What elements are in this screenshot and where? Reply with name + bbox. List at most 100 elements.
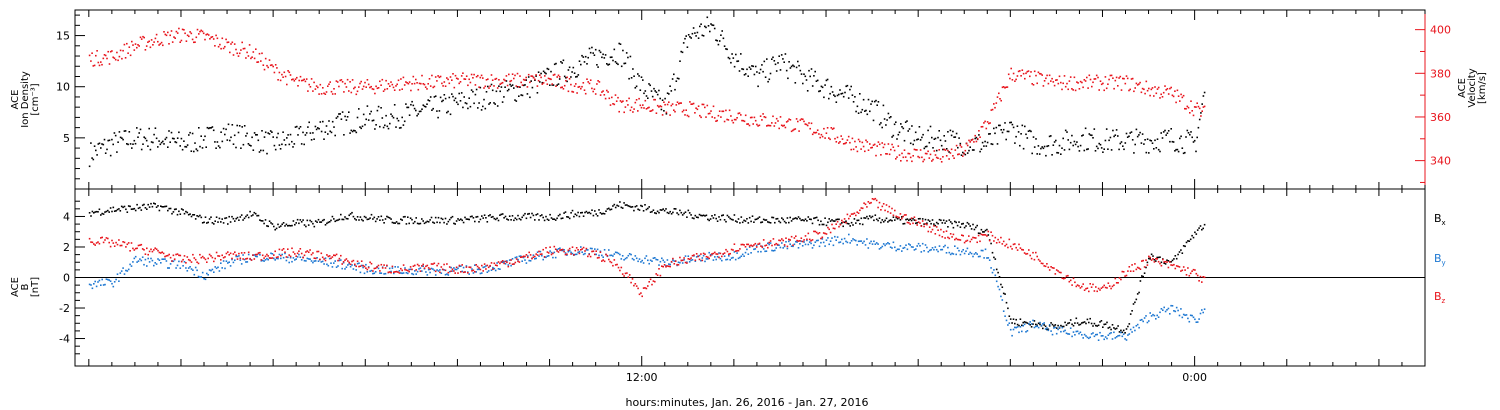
velocity-point <box>823 127 825 130</box>
bz-point <box>1022 249 1024 251</box>
ion-density-point <box>995 126 998 129</box>
velocity-point <box>864 150 866 153</box>
velocity-point <box>188 35 190 38</box>
ion-density-point <box>789 67 792 69</box>
bx-point <box>1136 293 1139 295</box>
ion-density-point <box>754 65 757 68</box>
by-point <box>804 243 807 246</box>
ion-density-point <box>446 111 448 114</box>
velocity-point <box>638 97 640 100</box>
bx-point <box>362 219 364 222</box>
y-right-title: ACE Velocity [km/s] <box>1457 68 1488 107</box>
bz-point <box>281 249 283 251</box>
by-point <box>520 255 522 257</box>
velocity-point <box>181 28 184 31</box>
velocity-point <box>904 156 907 158</box>
ion-density-point <box>787 77 789 80</box>
velocity-point <box>152 44 154 46</box>
by-point <box>1199 312 1202 315</box>
bx-point <box>111 210 113 213</box>
ion-density-point <box>1177 150 1180 153</box>
bx-point <box>232 217 235 220</box>
by-point <box>741 253 744 256</box>
velocity-point <box>948 158 950 160</box>
velocity-point <box>913 148 916 151</box>
ion-density-point <box>451 93 453 95</box>
bx-point <box>1033 320 1036 322</box>
bx-point <box>1032 323 1034 325</box>
velocity-point <box>346 78 349 81</box>
ion-density-point <box>761 64 763 66</box>
ion-density-point <box>1055 139 1057 142</box>
velocity-series <box>88 27 1206 163</box>
bx-point <box>912 217 914 220</box>
velocity-point <box>367 83 370 86</box>
velocity-point <box>1133 90 1135 93</box>
ion-density-point <box>678 77 680 80</box>
bx-point <box>601 213 603 215</box>
bx-point <box>860 217 863 220</box>
velocity-point <box>785 121 788 123</box>
ion-density-point <box>634 87 637 89</box>
ion-density-point <box>916 138 918 141</box>
bx-point <box>652 209 655 211</box>
velocity-point <box>996 96 999 98</box>
velocity-point <box>422 83 425 85</box>
bx-point <box>736 221 738 223</box>
velocity-point <box>656 104 659 107</box>
bz-point <box>273 254 275 256</box>
ion-density-point <box>904 121 907 123</box>
velocity-point <box>1128 89 1130 92</box>
velocity-point <box>1150 88 1153 91</box>
ion-density-point <box>247 143 250 145</box>
bz-point <box>408 270 410 273</box>
by-point <box>961 250 963 253</box>
bz-point <box>621 273 624 275</box>
velocity-point <box>122 49 124 52</box>
velocity-point <box>415 78 417 81</box>
by-point <box>1114 337 1117 339</box>
ion-density-point <box>1087 148 1089 150</box>
by-point <box>425 271 427 273</box>
bx-point <box>379 219 381 221</box>
velocity-point <box>658 106 660 108</box>
bz-point <box>793 237 796 239</box>
ion-density-point <box>537 71 540 73</box>
bz-point <box>561 248 564 251</box>
bx-point <box>367 218 370 220</box>
bz-point <box>157 249 159 252</box>
ion-density-point <box>979 150 981 153</box>
ion-density-point <box>1077 145 1079 148</box>
ion-density-point <box>1129 132 1131 134</box>
by-point <box>1110 332 1112 334</box>
ion-density-point <box>516 86 519 88</box>
bx-point <box>694 214 697 217</box>
bx-point <box>144 207 147 209</box>
ion-density-point <box>422 104 425 106</box>
bz-point <box>662 265 664 268</box>
by-point <box>645 255 648 257</box>
velocity-point <box>1083 79 1086 81</box>
bx-point <box>610 208 613 211</box>
ion-density-point <box>692 27 695 29</box>
bx-point <box>282 222 285 224</box>
by-point <box>976 253 978 255</box>
bx-point <box>422 220 424 222</box>
bx-point <box>1148 257 1150 260</box>
by-point <box>1033 326 1036 329</box>
bz-point <box>859 209 861 212</box>
ion-density-point <box>1084 127 1087 130</box>
by-point <box>539 250 542 253</box>
bz-point <box>963 241 966 244</box>
bx-point <box>910 219 913 222</box>
by-point <box>342 261 345 264</box>
bz-point <box>143 249 145 251</box>
bx-point <box>510 219 512 221</box>
bx-point <box>415 217 417 219</box>
velocity-point <box>148 40 150 43</box>
ion-density-point <box>1058 144 1061 147</box>
bx-point <box>899 219 902 221</box>
velocity-point <box>340 79 343 81</box>
bz-point <box>1008 238 1011 241</box>
bz-point <box>235 254 237 256</box>
